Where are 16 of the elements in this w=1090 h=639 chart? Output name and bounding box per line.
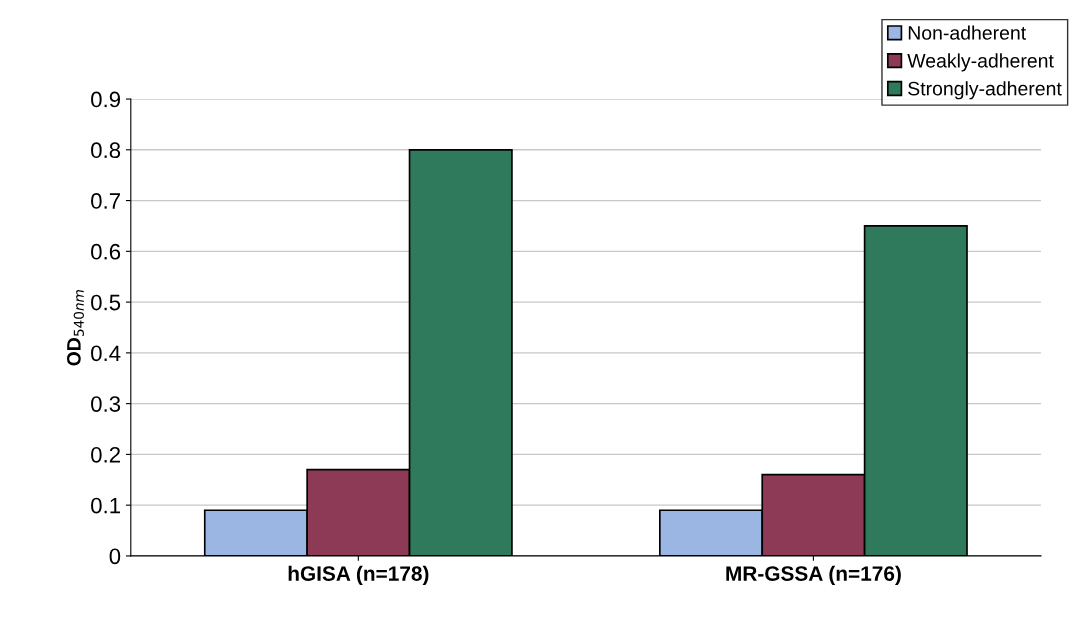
y-tick-label: 0.7 xyxy=(91,193,120,209)
y-tick-label: 0.3 xyxy=(91,396,121,412)
y-tick-label: 0 xyxy=(109,548,121,565)
x-tick-label: hGISA (n=178) xyxy=(288,565,429,586)
y-tick-label: 0.6 xyxy=(91,243,121,260)
y-tick-label: 0.5 xyxy=(91,294,121,311)
y-axis-title: OD$_{540nm}$ xyxy=(66,290,84,366)
y-tick-label: 0.4 xyxy=(91,345,121,362)
x-tick-label: MR-GSSA (n=176) xyxy=(726,565,901,586)
y-tick-label: 0.2 xyxy=(91,446,120,463)
y-tick-label: 0.1 xyxy=(91,497,120,514)
legend-label: Non-adherent xyxy=(908,25,1027,40)
legend-label: Weakly-adherent xyxy=(907,53,1054,72)
y-tick-label: 0.8 xyxy=(91,142,121,159)
y-tick-label: 0.9 xyxy=(91,91,121,108)
legend-label: Strongly-adherent xyxy=(908,81,1062,100)
